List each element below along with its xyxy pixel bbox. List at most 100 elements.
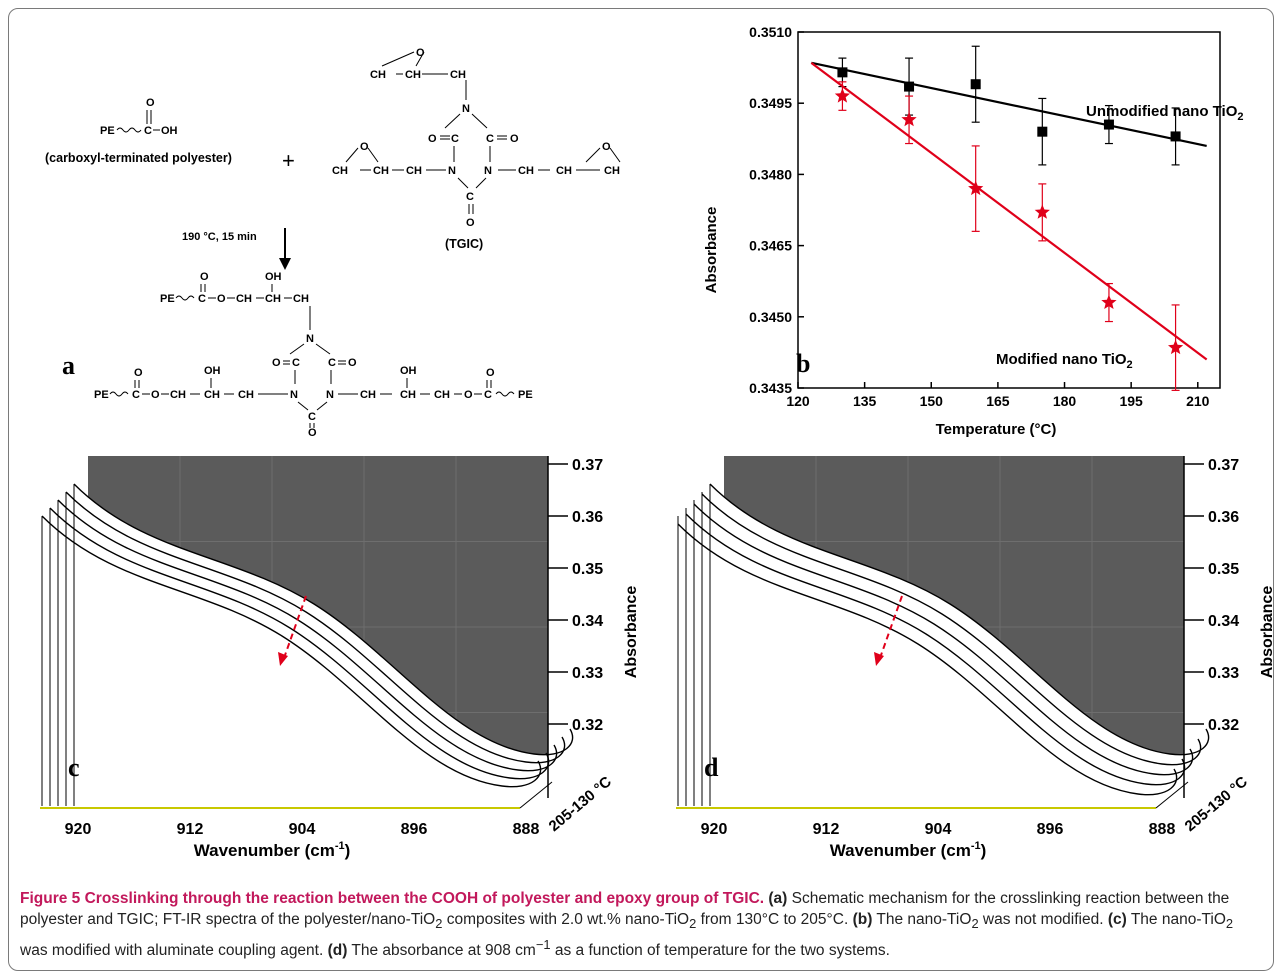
y-tick-label: 0.3495 [749,95,792,111]
spectrum-line [49,507,550,780]
x-axis-title-end: ) [345,841,351,860]
plot-frame [797,31,1221,389]
product-oh-left: OH [204,365,221,377]
x-tick-label: 195 [1119,393,1143,409]
x-tick-label: 920 [65,821,92,838]
epoxide-o-top: O [416,47,425,59]
product-ester-o-right: O [464,389,473,401]
product-ch2-top-b: CH [293,293,309,305]
product-c-left: C [292,357,300,369]
epoxide-o-right: O [602,141,611,153]
x-axis-title-sup: -1 [335,840,345,852]
o-bottom: O [466,217,475,229]
product-o-right: O [348,357,357,369]
figure-frame [8,8,1274,971]
y-tick-label: 0.37 [572,457,603,474]
trend-arrow-head [874,652,884,666]
epoxide-o-left: O [360,141,369,153]
product-ch-right: CH [400,389,416,401]
caption-c-text2: was modified with aluminate coupling age… [20,942,328,960]
x-axis-title: Temperature (°C) [936,421,1057,438]
data-point-star [968,180,984,196]
spectrum-line [57,499,558,772]
y-tick-label: 0.3450 [749,309,792,325]
panel-a-letter: a [62,351,75,380]
x-tick-label: 896 [401,821,428,838]
x-tick-label: 120 [786,393,810,409]
n-top: N [462,103,470,115]
x-tick-label: 888 [1149,821,1176,838]
y-tick-label: 0.3510 [749,24,792,40]
y-tick-label: 0.32 [1208,717,1239,734]
caption-tag-d: (d) [327,942,348,960]
y-tick-label: 0.33 [1208,665,1239,682]
caption-d-text2: as a function of temperature for the two… [550,942,890,960]
o-left: O [428,133,437,145]
caption-sup: −1 [535,937,551,953]
figure-caption: Figure 5 Crosslinking through the reacti… [20,888,1260,961]
product-ch2-right-b: CH [434,389,450,401]
ch2-top-b: CH [450,69,466,81]
x-axis-title: Wavenumber (cm-1) [830,840,987,860]
trend-arrow-head [278,652,288,666]
caption-a-text: Schematic mechanism for the crosslinking… [20,890,1230,928]
o-right: O [510,133,519,145]
x-tick-label: 180 [1053,393,1077,409]
panel-c-spectra: 0.37 0.36 0.35 0.34 0.33 0.32 Absorbance 920 912… [40,456,640,860]
carboxyl-o: O [146,97,155,109]
spectrum-line [701,493,1202,766]
spectrum-line [41,515,542,788]
depth-edge [1155,781,1189,809]
x-tick-label: 912 [813,821,840,838]
product-o-top: O [200,271,209,283]
data-point-square [1103,119,1114,130]
product-pe-left: PE [94,389,109,401]
y-tick-label: 0.3435 [749,380,792,396]
n-left: N [448,165,456,177]
x-tick-label: 165 [986,393,1010,409]
data-point-square [1037,126,1048,137]
unmodified-series-label: Unmodified nano TiO2 [1086,103,1244,123]
ch-top: CH [405,69,421,81]
y-tick-label: 0.33 [572,665,603,682]
x-tick-label: 135 [853,393,877,409]
pe-label: PE [100,125,115,137]
y-tick-label: 0.3480 [749,166,792,182]
ch2-right-a: CH [518,165,534,177]
x-axis-title: Wavenumber (cm-1) [194,840,351,860]
ch-right: CH [556,165,572,177]
c-bottom: C [466,191,474,203]
x-tick-label: 912 [177,821,204,838]
panel-letter: d [704,753,719,782]
x-tick-label: 888 [513,821,540,838]
product-ch2-left-b: CH [238,389,254,401]
product-n-top: N [306,333,314,345]
x-tick-label: 210 [1186,393,1210,409]
caption-sub: 2 [1225,916,1234,932]
y-tick-label: 0.36 [1208,509,1239,526]
spectrum-line [677,523,1178,796]
spectrum-line [65,491,566,764]
data-point-square [970,79,981,90]
product-n-right: N [326,389,334,401]
x-tick-label: 920 [701,821,728,838]
ch-left: CH [373,165,389,177]
polyester-label: (carboxyl-terminated polyester) [45,151,232,165]
tgic-molecule: O CH CH CH N O C C O N N C [332,47,621,229]
y-tick-label: 0.35 [572,561,603,578]
product-ch2-left-a: CH [170,389,186,401]
x-axis-title-end: ) [981,841,987,860]
panel-b-chart: Absorbance Temperature (°C) 120 135 150 165… [703,24,1244,438]
x-axis-title-sup: -1 [971,840,981,852]
product-ester-o-top: O [217,293,226,305]
y-tick-label: 0.32 [572,717,603,734]
data-point-square [904,81,915,92]
y-tick-label: 0.34 [572,613,603,630]
spectrum-line [709,483,1210,756]
y-axis-title: Absorbance [703,207,720,294]
tgic-label: (TGIC) [445,237,483,251]
product-o-bottom: O [308,427,317,438]
product-o-right-chain: O [486,367,495,379]
product-oh-right: OH [400,365,417,377]
spectrum-line [693,503,1194,776]
